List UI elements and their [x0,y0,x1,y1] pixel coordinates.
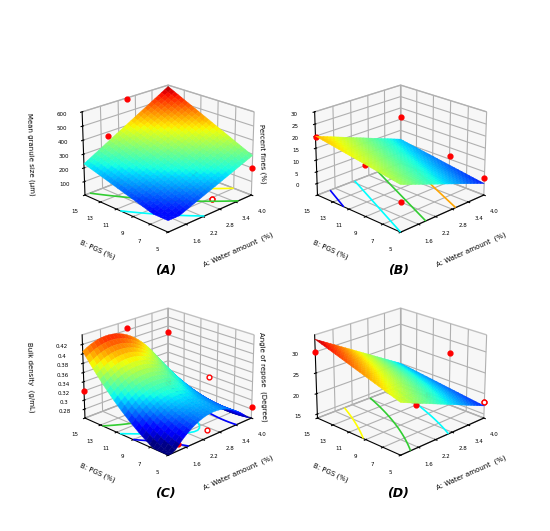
X-axis label: A: Water amount  (%): A: Water amount (%) [202,231,274,268]
X-axis label: A: Water amount  (%): A: Water amount (%) [202,454,274,491]
Text: (C): (C) [155,487,176,500]
X-axis label: A: Water amount  (%): A: Water amount (%) [435,231,507,268]
Y-axis label: B: PGS (%): B: PGS (%) [79,239,117,260]
Text: (A): (A) [155,264,176,277]
X-axis label: A: Water amount  (%): A: Water amount (%) [435,454,507,491]
Y-axis label: B: PGS (%): B: PGS (%) [79,462,117,483]
Y-axis label: B: PGS (%): B: PGS (%) [312,462,349,483]
Text: (D): (D) [387,487,409,500]
Y-axis label: B: PGS (%): B: PGS (%) [312,239,349,260]
Text: (B): (B) [388,264,409,277]
